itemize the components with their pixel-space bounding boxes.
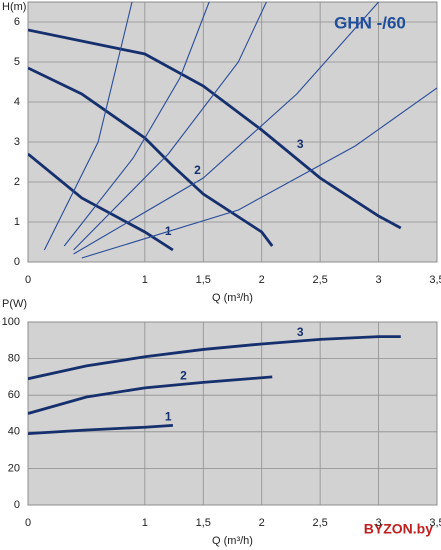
y-tick-label: 0 — [14, 256, 20, 268]
curve — [28, 66, 274, 247]
x-tick-label: 2 — [259, 517, 265, 529]
curve-label: 3 — [297, 325, 304, 339]
x-tick-label: 0 — [25, 517, 31, 529]
y-tick-label: 2 — [14, 176, 20, 188]
x-tick-label: 1,5 — [196, 517, 211, 529]
curve — [28, 28, 402, 230]
chart-title: GHN -/60 — [334, 13, 406, 32]
y-axis-label: H(m) — [2, 1, 26, 13]
y-tick-label: 6 — [14, 16, 20, 28]
y-tick-label: 4 — [14, 96, 20, 108]
system-curve — [73, 2, 267, 251]
curve — [28, 335, 401, 381]
system-curve — [73, 2, 379, 255]
x-axis-label: Q (m³/h) — [212, 535, 253, 547]
y-tick-label: 3 — [14, 136, 20, 148]
x-tick-label: 0 — [25, 274, 31, 286]
y-tick-label: 1 — [14, 216, 20, 228]
x-tick-label: 3 — [376, 274, 382, 286]
x-tick-label: 1 — [142, 274, 148, 286]
curve-label: 3 — [297, 137, 304, 151]
y-tick-label: 100 — [2, 316, 20, 328]
y-tick-label: 80 — [8, 353, 20, 365]
y-tick-label: 20 — [8, 462, 20, 474]
y-tick-label: 40 — [8, 426, 20, 438]
curve — [28, 375, 273, 415]
curve-label: 1 — [165, 409, 172, 423]
curve-label: 2 — [180, 368, 187, 382]
y-tick-label: 5 — [14, 56, 20, 68]
system-curve — [43, 2, 133, 251]
x-tick-label: 3,5 — [429, 274, 441, 286]
x-tick-label: 2 — [259, 274, 265, 286]
system-curve — [81, 87, 437, 259]
curve — [28, 423, 173, 436]
y-tick-label: 60 — [8, 389, 20, 401]
x-axis-label: Q (m³/h) — [212, 292, 253, 304]
x-tick-label: 3 — [376, 517, 382, 529]
y-axis-label: P(W) — [2, 298, 27, 310]
x-tick-label: 2,5 — [312, 274, 327, 286]
x-tick-label: 2,5 — [312, 517, 327, 529]
curve — [28, 152, 174, 252]
watermark: BYZON.by — [364, 521, 433, 537]
curve-label: 2 — [194, 163, 201, 177]
plot-area — [27, 321, 438, 506]
y-tick-label: 0 — [14, 499, 20, 511]
x-tick-label: 1,5 — [196, 274, 211, 286]
x-tick-label: 1 — [142, 517, 148, 529]
system-curve — [63, 2, 210, 247]
x-tick-label: 3,5 — [429, 517, 441, 529]
